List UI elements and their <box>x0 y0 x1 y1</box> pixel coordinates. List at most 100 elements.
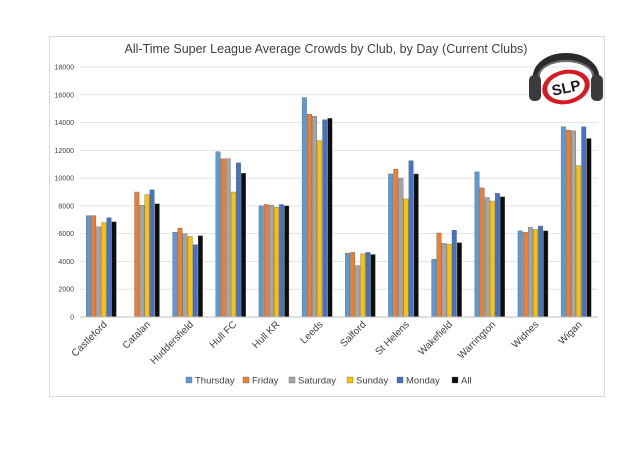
legend-label-friday: Friday <box>252 376 279 387</box>
legend-swatch-thursday <box>185 376 193 384</box>
bar-thursday-castleford <box>86 215 91 318</box>
y-tick-label: 18000 <box>55 65 75 72</box>
bar-friday-castleford <box>91 215 97 318</box>
logo-text: SLP <box>550 77 582 100</box>
bar-monday-huddersfield <box>192 244 198 318</box>
bar-thursday-hull-fc <box>215 151 221 318</box>
category-label: Huddersfield <box>149 319 196 366</box>
legend-label-monday: Monday <box>406 376 440 387</box>
bar-saturday-castleford <box>96 226 102 318</box>
bar-friday-salford <box>350 252 356 318</box>
bar-friday-catalan <box>134 191 140 318</box>
bar-thursday-leeds <box>301 97 307 318</box>
bar-thursday-warrington <box>474 171 480 318</box>
y-tick-label: 16000 <box>55 92 75 99</box>
category-label: Castleford <box>70 319 110 359</box>
bar-saturday-hull-fc <box>225 158 231 318</box>
slp-logo: SLP <box>529 53 603 105</box>
bar-saturday-st-helens <box>398 177 404 318</box>
bar-sunday-hull-fc <box>230 191 236 318</box>
bar-sunday-hull-kr <box>274 207 279 318</box>
y-axis-ticks: 0 2000 4000 6000 8000 10000 12000 14000 16000 180… <box>55 65 75 322</box>
bar-saturday-widnes <box>527 227 533 318</box>
bar-all-castleford <box>111 221 117 318</box>
bar-thursday-widnes <box>517 230 523 318</box>
legend: Thursday Friday Saturday Sunday Monday All <box>185 376 472 387</box>
legend-swatch-friday <box>242 376 250 384</box>
category-label: Warrington <box>456 319 498 361</box>
y-tick-label: 10000 <box>55 176 75 183</box>
bar-saturday-salford <box>355 265 361 318</box>
bar-friday-st-helens <box>393 168 399 318</box>
bar-monday-hull-fc <box>236 162 241 318</box>
bar-saturday-catalan <box>139 205 145 318</box>
bar-sunday-castleford <box>101 222 107 318</box>
bar-sunday-warrington <box>489 200 495 318</box>
y-tick-label: 12000 <box>55 148 75 155</box>
bar-all-hull-fc <box>241 173 246 318</box>
bar-saturday-leeds <box>312 116 317 318</box>
bar-all-salford <box>370 254 376 318</box>
category-label: Catalan <box>121 319 153 351</box>
bar-thursday-wakefield <box>431 259 437 318</box>
bar-monday-castleford <box>106 217 112 318</box>
category-label: Hull FC <box>208 319 239 350</box>
bar-friday-warrington <box>479 187 485 318</box>
chart-title: All-Time Super League Average Crowds by … <box>125 42 528 56</box>
bar-sunday-salford <box>360 253 366 318</box>
bar-monday-wakefield <box>451 230 457 318</box>
bar-all-widnes <box>543 230 549 318</box>
bar-saturday-warrington <box>484 197 490 318</box>
legend-label-all: All <box>461 376 472 387</box>
bar-monday-widnes <box>538 225 544 318</box>
bar-friday-widnes <box>522 232 528 318</box>
legend-swatch-monday <box>396 376 404 384</box>
bar-monday-salford <box>365 252 371 318</box>
y-tick-label: 2000 <box>58 287 74 294</box>
category-label: Salford <box>339 319 369 349</box>
category-label: Wigan <box>557 319 585 347</box>
bar-saturday-hull-kr <box>268 205 274 318</box>
gridlines <box>80 66 598 290</box>
bar-monday-warrington <box>495 193 500 318</box>
bar-all-st-helens <box>413 173 419 318</box>
chart-frame: All-Time Super League Average Crowds by … <box>49 36 605 397</box>
headband-icon <box>532 53 600 83</box>
bar-sunday-wigan <box>576 165 582 318</box>
bar-sunday-leeds <box>317 140 323 318</box>
bar-friday-hull-kr <box>263 204 269 318</box>
bar-all-leeds <box>327 118 333 318</box>
bar-thursday-st-helens <box>388 173 394 318</box>
bar-monday-hull-kr <box>279 204 285 318</box>
bar-sunday-st-helens <box>403 198 409 318</box>
bar-thursday-hull-kr <box>258 205 264 318</box>
bar-sunday-wakefield <box>446 243 452 318</box>
bar-saturday-wakefield <box>441 243 447 318</box>
bar-all-hull-kr <box>284 205 290 318</box>
right-earcup-icon <box>591 75 603 101</box>
bar-all-wigan <box>586 138 592 318</box>
bar-monday-catalan <box>149 189 155 318</box>
bar-sunday-widnes <box>533 229 538 318</box>
bar-thursday-huddersfield <box>172 232 178 318</box>
bar-friday-hull-fc <box>220 158 226 318</box>
bar-friday-wigan <box>566 130 571 318</box>
category-label: St Helens <box>373 319 411 357</box>
legend-swatch-all <box>451 376 459 384</box>
bar-all-catalan <box>154 203 160 318</box>
chart-svg: All-Time Super League Average Crowds by … <box>55 42 603 387</box>
bar-saturday-huddersfield <box>182 233 188 318</box>
category-label: Leeds <box>298 319 325 346</box>
bar-friday-huddersfield <box>177 227 183 318</box>
bar-sunday-catalan <box>144 194 150 318</box>
category-label: Widnes <box>510 319 541 350</box>
legend-swatch-sunday <box>346 376 354 384</box>
category-label: Hull KR <box>251 319 283 351</box>
left-earcup-icon <box>529 75 541 101</box>
bar-saturday-wigan <box>571 130 576 318</box>
legend-label-sunday: Sunday <box>356 376 388 387</box>
bar-all-huddersfield <box>197 235 203 318</box>
bars <box>86 97 592 318</box>
bar-friday-wakefield <box>436 232 442 318</box>
